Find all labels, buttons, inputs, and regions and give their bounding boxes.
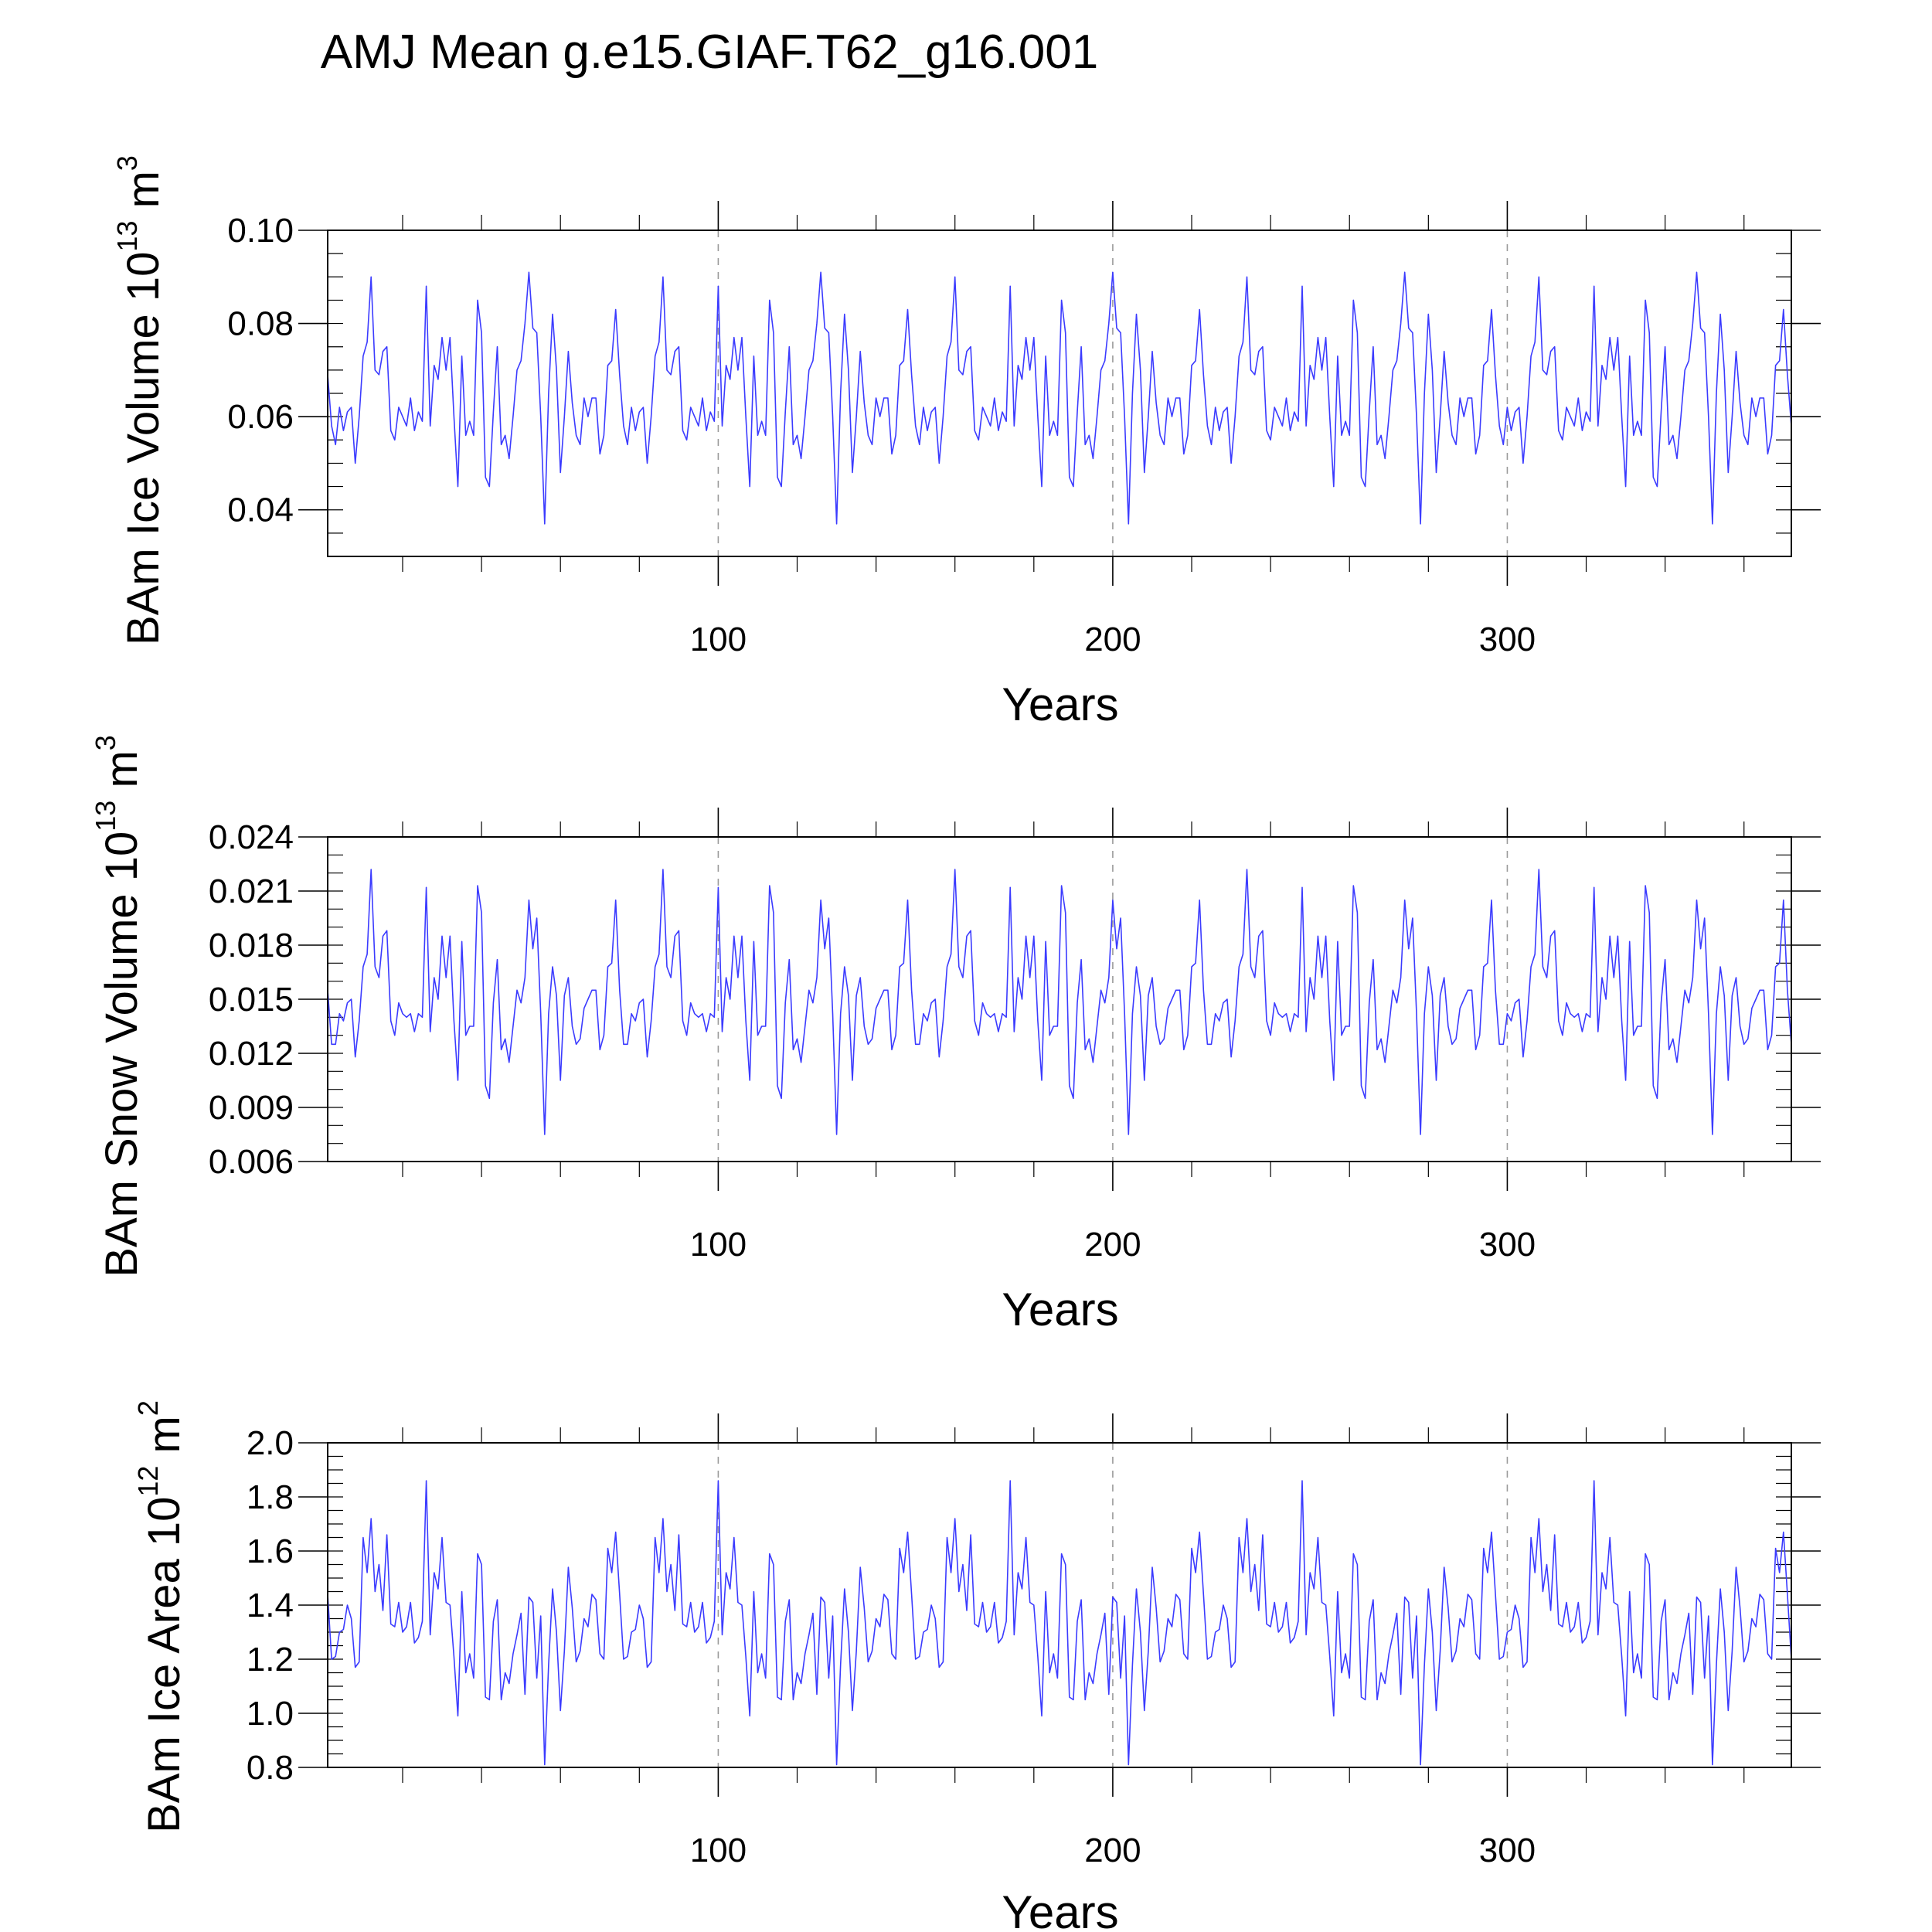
ytick-label: 0.009 — [209, 1089, 294, 1127]
xlabel-snow-volume: Years — [1002, 1284, 1118, 1335]
plot-frame-ice-volume — [327, 230, 1792, 557]
ytick-label: 0.024 — [209, 818, 294, 856]
xtick-label: 200 — [1084, 1226, 1141, 1264]
ticks-ice-volume — [298, 201, 1821, 586]
ylabel-snow-volume-unit: m — [97, 750, 147, 800]
xtick-label: 300 — [1479, 1832, 1536, 1869]
ylabel-snow-volume-unit-exp: 3 — [90, 735, 121, 750]
ylabel-ice-volume-main: BAm Ice Volume 10 — [118, 252, 168, 645]
xtick-label: 300 — [1479, 1226, 1536, 1264]
ticks-ice-area — [298, 1413, 1821, 1797]
ylabel-ice-volume-unit: m — [118, 171, 168, 220]
ylabel-ice-area-exp: 12 — [132, 1466, 164, 1497]
ytick-label: 0.018 — [209, 927, 294, 964]
ytick-label: 1.8 — [247, 1478, 294, 1516]
xlabel-ice-area: Years — [1002, 1886, 1118, 1932]
ylabel-snow-volume-main: BAm Snow Volume 10 — [97, 832, 147, 1277]
ytick-labels-ice-volume: 0.04 0.06 0.08 0.10 — [227, 212, 294, 529]
ylabel-ice-volume-exp: 13 — [111, 221, 143, 252]
figure-title: AMJ Mean g.e15.GIAF.T62_g16.001 — [321, 26, 1098, 79]
ytick-label: 1.4 — [247, 1587, 294, 1624]
ytick-label: 0.021 — [209, 872, 294, 910]
ylabel-ice-volume: BAm Ice Volume 1013 m3 — [111, 155, 168, 645]
ytick-label: 0.015 — [209, 981, 294, 1019]
gridlines-snow-volume — [717, 837, 1509, 1162]
ylabel-snow-volume: BAm Snow Volume 1013 m3 — [90, 735, 147, 1277]
ylabel-ice-volume-unit-exp: 3 — [111, 155, 143, 171]
series-line-ice-volume — [327, 271, 1792, 525]
ylabel-ice-area-unit: m — [139, 1416, 189, 1465]
xtick-labels-snow-volume: 100 200 300 — [690, 1226, 1536, 1264]
panel-ice-volume: BAm Ice Volume 1013 m3 Years 0.04 0.06 0… — [111, 155, 1821, 730]
ylabel-ice-area: BAm Ice Area 1012 m2 — [132, 1400, 189, 1833]
xtick-label: 200 — [1084, 1832, 1141, 1869]
ytick-labels-ice-area: 0.8 1.0 1.2 1.4 1.6 1.8 2.0 — [247, 1424, 294, 1787]
xtick-label: 100 — [690, 1226, 747, 1264]
xtick-label: 100 — [690, 621, 747, 658]
ytick-label: 0.006 — [209, 1143, 294, 1181]
series-line-snow-volume — [327, 869, 1792, 1135]
gridlines-ice-area — [717, 1443, 1509, 1767]
panel-snow-volume: BAm Snow Volume 1013 m3 Years 0.006 0.00… — [90, 735, 1821, 1335]
ytick-labels-snow-volume: 0.006 0.009 0.012 0.015 0.018 0.021 0.02… — [209, 818, 294, 1181]
ytick-label: 0.06 — [227, 398, 294, 436]
ytick-label: 0.8 — [247, 1749, 294, 1787]
ytick-label: 0.08 — [227, 305, 294, 343]
xtick-label: 200 — [1084, 621, 1141, 658]
xtick-label: 300 — [1479, 621, 1536, 658]
ylabel-ice-area-main: BAm Ice Area 10 — [139, 1497, 189, 1833]
ytick-label: 2.0 — [247, 1424, 294, 1462]
series-line-ice-area — [327, 1480, 1792, 1766]
xtick-labels-ice-area: 100 200 300 — [690, 1832, 1536, 1869]
plot-frame-snow-volume — [327, 836, 1792, 1162]
panel-ice-area: BAm Ice Area 1012 m2 Years 0.8 1.0 1.2 1… — [132, 1400, 1821, 1932]
plot-frame-ice-area — [327, 1442, 1792, 1768]
ytick-label: 1.0 — [247, 1695, 294, 1733]
ytick-label: 0.10 — [227, 212, 294, 250]
xtick-label: 100 — [690, 1832, 747, 1869]
ticks-snow-volume — [298, 808, 1821, 1191]
ytick-label: 1.6 — [247, 1532, 294, 1570]
ytick-label: 0.012 — [209, 1035, 294, 1073]
xlabel-ice-volume: Years — [1002, 679, 1118, 730]
ytick-label: 0.04 — [227, 492, 294, 529]
ylabel-ice-area-unit-exp: 2 — [132, 1400, 164, 1416]
ytick-label: 1.2 — [247, 1641, 294, 1679]
xtick-labels-ice-volume: 100 200 300 — [690, 621, 1536, 658]
ylabel-snow-volume-exp: 13 — [90, 801, 121, 832]
